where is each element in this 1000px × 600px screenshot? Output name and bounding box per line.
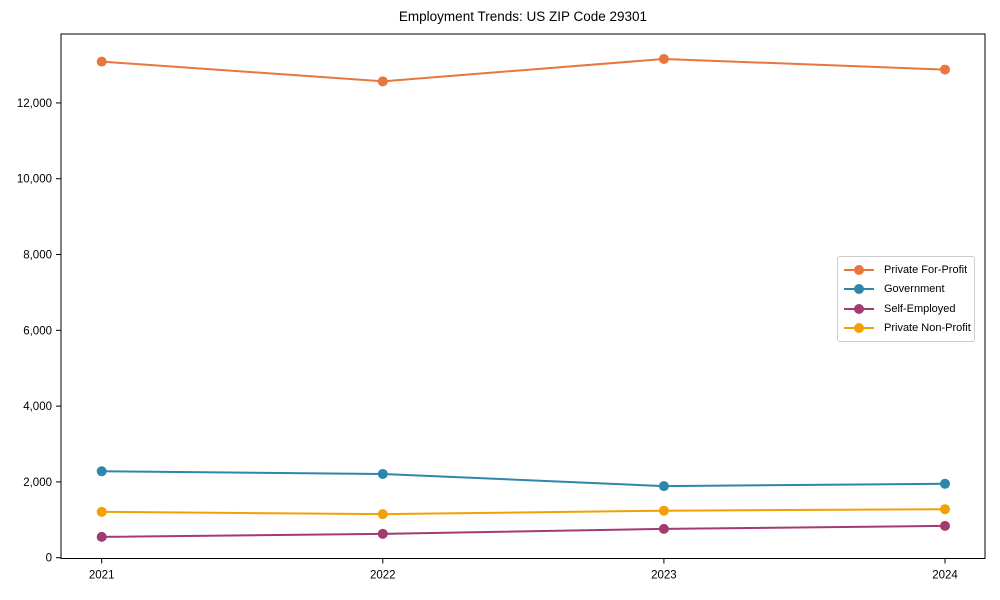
data-point-marker xyxy=(96,56,107,67)
data-point-marker xyxy=(96,531,107,542)
legend-item-private-non-profit: Private Non-Profit xyxy=(844,319,971,339)
y-tick-label: 10,000 xyxy=(17,174,52,186)
data-point-marker xyxy=(658,523,669,534)
data-point-marker xyxy=(940,520,950,531)
y-tick-label: 4,000 xyxy=(23,401,52,413)
data-point-marker xyxy=(658,481,669,492)
series-line xyxy=(101,524,946,538)
legend: Private For-Profit Government Self-Emplo… xyxy=(837,256,975,342)
data-point-marker xyxy=(377,528,388,539)
legend-item-government: Government xyxy=(844,280,968,300)
legend-label-government: Government xyxy=(884,283,945,296)
y-tick-label: 8,000 xyxy=(23,250,52,262)
legend-label-self-employed: Self-Employed xyxy=(884,302,956,315)
data-point-marker xyxy=(96,506,107,517)
data-point-marker xyxy=(940,504,950,515)
legend-item-private-for-profit: Private For-Profit xyxy=(844,260,968,280)
legend-label-private-non-profit: Private Non-Profit xyxy=(884,322,971,335)
data-point-marker xyxy=(940,478,950,489)
chart-title: Employment Trends: US ZIP Code 29301 xyxy=(398,9,648,24)
y-tick-label: 2,000 xyxy=(23,477,52,489)
legend-marker-government-icon xyxy=(844,284,874,295)
legend-item-self-employed: Self-Employed xyxy=(844,299,968,319)
series-line xyxy=(101,508,946,516)
data-point-marker xyxy=(658,53,669,64)
x-tick-label: 2021 xyxy=(89,570,115,582)
data-point-marker xyxy=(377,468,388,479)
data-point-marker xyxy=(940,64,950,75)
data-point-marker xyxy=(377,76,388,87)
x-tick-label: 2024 xyxy=(932,570,958,582)
legend-marker-private-for-profit-icon xyxy=(844,264,874,275)
data-point-marker xyxy=(96,466,107,477)
y-tick-label: 12,000 xyxy=(17,98,52,110)
x-tick-label: 2022 xyxy=(370,570,396,582)
legend-label-private-for-profit: Private For-Profit xyxy=(884,263,968,276)
series-line xyxy=(101,57,946,83)
data-point-marker xyxy=(377,509,388,520)
legend-marker-self-employed-icon xyxy=(844,303,874,314)
y-tick-label: 0 xyxy=(46,553,52,565)
x-tick-label: 2023 xyxy=(651,570,677,582)
series-line xyxy=(101,470,946,488)
legend-marker-private-non-profit-icon xyxy=(844,323,874,334)
y-tick-label: 6,000 xyxy=(23,325,52,337)
axes-frame xyxy=(60,33,986,559)
data-point-marker xyxy=(658,505,669,516)
